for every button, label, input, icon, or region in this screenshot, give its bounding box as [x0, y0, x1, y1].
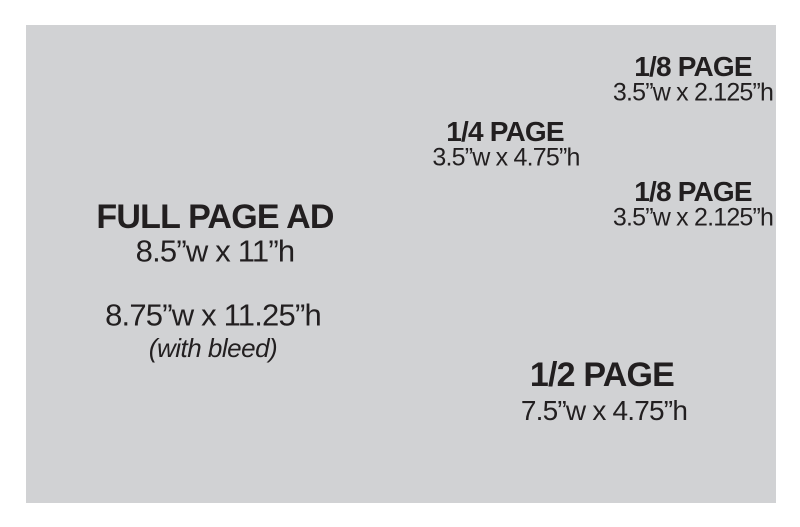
full-page-bleed-size: 8.75”w x 11.25”h: [105, 297, 322, 333]
eighth-page-top-size: 3.5”w x 2.125”h: [612, 78, 774, 107]
eighth-page-top-title: 1/8 PAGE: [634, 51, 752, 82]
half-page-title: 1/2 PAGE: [529, 356, 675, 394]
quarter-page-size: 3.5”w x 4.75”h: [432, 143, 580, 172]
full-page-title: FULL PAGE AD: [96, 198, 334, 236]
page-panel: FULL PAGE AD 8.5”w x 11”h 8.75”w x 11.25…: [26, 25, 776, 503]
full-page-bleed-note: (with bleed): [148, 333, 278, 363]
quarter-page-title: 1/4 PAGE: [446, 116, 564, 147]
eighth-page-bottom-title: 1/8 PAGE: [634, 176, 752, 207]
eighth-page-bottom-size: 3.5”w x 2.125”h: [612, 203, 774, 232]
half-page-size: 7.5”w x 4.75”h: [520, 395, 688, 426]
full-page-trim-size: 8.5”w x 11”h: [135, 233, 295, 269]
